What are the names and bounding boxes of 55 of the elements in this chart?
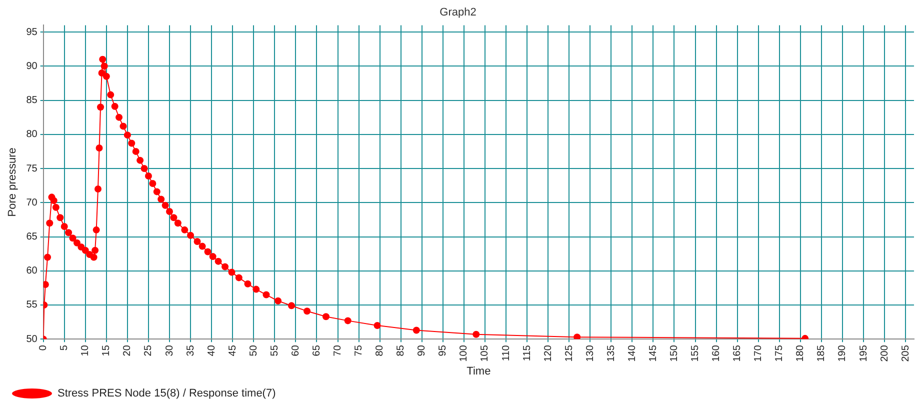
x-tick-label: 105 — [480, 344, 491, 362]
x-tick-label: 195 — [858, 344, 870, 362]
x-tick-label: 110 — [500, 344, 512, 362]
x-tick-label: 40 — [206, 344, 218, 356]
x-tick-label: 190 — [837, 344, 848, 362]
x-tick-label: 20 — [122, 344, 134, 356]
x-tick-label: 115 — [522, 344, 533, 362]
y-tick-label: 80 — [26, 129, 38, 140]
x-tick-label: 55 — [269, 344, 280, 356]
x-tick-label: 200 — [879, 344, 890, 362]
x-tick-label: 140 — [626, 344, 638, 362]
x-tick-label: 70 — [332, 344, 344, 356]
x-tick-label: 5 — [59, 344, 70, 351]
x-tick-label: 60 — [290, 344, 302, 356]
x-tick-label: 80 — [374, 344, 386, 356]
y-tick-label: 70 — [26, 197, 38, 208]
legend-label: Stress PRES Node 15(8) / Response time(7) — [58, 388, 276, 400]
chart-title: Graph2 — [440, 6, 476, 19]
y-tick-label: 65 — [26, 232, 38, 242]
x-axis-title: Time — [466, 365, 491, 378]
y-axis-title: Pore pressure — [6, 148, 19, 217]
y-tick-label: 60 — [26, 266, 38, 277]
x-tick-label: 10 — [80, 344, 92, 356]
x-tick-label: 120 — [542, 344, 554, 362]
y-tick-label: 85 — [26, 95, 38, 106]
y-tick-label: 90 — [26, 60, 38, 72]
x-tick-label: 185 — [816, 344, 828, 362]
x-tick-label: 25 — [143, 344, 154, 356]
x-tick-label: 160 — [711, 344, 722, 362]
x-tick-label: 170 — [753, 344, 764, 362]
y-tick-label: 95 — [26, 26, 38, 38]
x-tick-label: 150 — [669, 344, 680, 362]
x-tick-label: 135 — [606, 344, 617, 362]
x-tick-label: 165 — [732, 344, 744, 362]
x-tick-label: 145 — [648, 344, 659, 362]
x-tick-label: 95 — [438, 344, 449, 356]
x-tick-label: 100 — [458, 344, 470, 362]
x-tick-label: 35 — [185, 344, 196, 356]
x-tick-label: 175 — [774, 344, 786, 362]
x-tick-label: 45 — [227, 344, 238, 356]
y-tick-label: 55 — [26, 300, 38, 311]
x-tick-label: 130 — [584, 344, 596, 362]
x-tick-label: 90 — [416, 344, 428, 356]
x-tick-label: 85 — [396, 344, 407, 356]
x-tick-label: 75 — [354, 344, 365, 356]
x-tick-label: 155 — [690, 344, 702, 362]
x-tick-label: 15 — [101, 344, 112, 356]
x-tick-label: 0 — [38, 344, 50, 351]
x-tick-label: 50 — [248, 344, 260, 356]
x-tick-label: 180 — [795, 344, 806, 362]
x-tick-label: 30 — [164, 344, 176, 356]
y-tick-label: 75 — [26, 163, 38, 174]
x-tick-label: 205 — [900, 344, 912, 362]
x-tick-label: 65 — [311, 344, 322, 356]
x-tick-label: 125 — [564, 344, 575, 362]
